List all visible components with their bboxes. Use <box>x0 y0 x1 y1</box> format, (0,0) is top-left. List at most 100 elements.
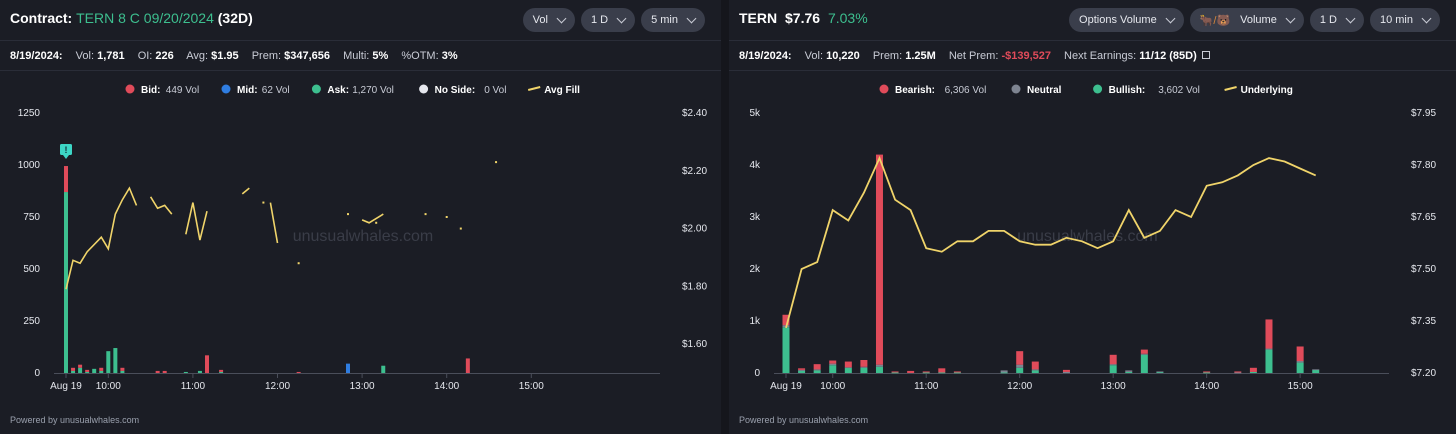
y-left-tick-label: 5k <box>749 108 761 119</box>
avg-fill-point <box>297 262 300 265</box>
legend-value-0: 6,306 Vol <box>945 85 987 96</box>
bar-bullish <box>1125 371 1133 373</box>
bar-ask <box>99 370 104 373</box>
contract-name: TERN 8 C 09/20/2024 <box>76 10 214 26</box>
avg-fill-line <box>185 202 208 241</box>
bar-neutral <box>1062 371 1070 373</box>
legend-swatch-0 <box>125 84 135 94</box>
bar-bullish <box>875 366 883 373</box>
bar-bearish <box>813 364 821 370</box>
x-tick-label: 15:00 <box>519 381 544 392</box>
x-tick-label: 14:00 <box>1194 381 1219 392</box>
bar-bearish <box>844 361 852 368</box>
options-volume-chart[interactable]: unusualwhales.com Bearish: 6,306 Vol Neutra… <box>729 71 1456 401</box>
x-tick-label: 10:00 <box>96 381 121 392</box>
bar-bullish <box>1312 369 1320 373</box>
bar-bearish <box>1296 346 1304 362</box>
bar-neutral <box>1031 369 1039 371</box>
avg-fill-line <box>149 196 173 215</box>
bar-bearish <box>875 154 883 365</box>
ticker-price: $7.76 <box>785 10 821 26</box>
bar-bullish <box>829 365 837 373</box>
contract-label: Contract: <box>10 10 73 26</box>
bar-bullish <box>1203 372 1211 374</box>
bar-bullish <box>1140 354 1148 373</box>
timeframe-dropdown[interactable]: 1 D <box>1309 8 1364 32</box>
avg-fill-point <box>459 227 462 230</box>
bar-bid <box>78 364 83 368</box>
avg-fill-line <box>65 186 138 290</box>
legend-line-4 <box>527 86 541 91</box>
ticker-title: TERN $7.76 7.03% <box>739 10 868 26</box>
ticker-header: TERN $7.76 7.03% Options Volume 🐂/🐻 Volum… <box>729 0 1456 40</box>
bar-bearish <box>1016 351 1024 365</box>
bar-bid <box>71 367 76 371</box>
ticker-panel: TERN $7.76 7.03% Options Volume 🐂/🐻 Volum… <box>729 0 1456 434</box>
legend-label-0: Bid: <box>141 85 160 96</box>
legend-label-3: Underlying <box>1241 85 1293 96</box>
avg-fill-point <box>495 161 498 164</box>
watermark: unusualwhales.com <box>293 228 434 245</box>
bar-ask <box>71 370 76 373</box>
y-left-tick-label: 1250 <box>18 108 41 119</box>
bar-ask <box>113 348 118 373</box>
y-right-tick-label: $7.95 <box>1411 108 1436 119</box>
bar-bullish <box>1000 372 1008 374</box>
bar-bullish <box>953 372 961 374</box>
next-earnings-link[interactable]: 11/12 (85D) <box>1139 50 1197 62</box>
bar-bullish <box>1265 349 1273 373</box>
volume-type-dropdown[interactable]: Vol <box>522 8 575 32</box>
y-left-tick-label: 1k <box>749 316 761 327</box>
x-tick-label: 12:00 <box>265 381 290 392</box>
legend-value-0: 449 Vol <box>166 85 199 96</box>
legend-swatch-1 <box>221 84 231 94</box>
ticker-change: 7.03% <box>827 10 868 26</box>
bar-ask <box>106 351 111 373</box>
y-left-tick-label: 750 <box>23 212 40 223</box>
bar-ask <box>120 370 125 373</box>
legend-swatch-2 <box>311 84 321 94</box>
bar-ask <box>197 370 202 373</box>
bar-bullish <box>782 327 790 373</box>
legend-label-4: Avg Fill <box>544 85 580 96</box>
legend-swatch-2 <box>1093 84 1103 94</box>
bar-bid <box>85 369 90 372</box>
y-right-tick-label: $7.50 <box>1411 264 1436 275</box>
y-left-tick-label: 1000 <box>18 160 41 171</box>
bar-bearish <box>1140 349 1148 354</box>
bar-mid <box>346 363 350 373</box>
avg-fill-line <box>269 202 279 244</box>
avg-fill-point <box>347 213 349 216</box>
bar-bearish <box>1265 319 1273 349</box>
bar-ask <box>85 371 90 373</box>
y-left-tick-label: 500 <box>23 264 40 275</box>
interval-dropdown[interactable]: 5 min <box>641 8 705 32</box>
chevron-down-icon <box>1421 13 1432 24</box>
y-left-tick-label: 250 <box>23 316 40 327</box>
x-tick-label: Aug 19 <box>770 381 802 392</box>
bar-neutral <box>798 369 806 371</box>
interval-dropdown[interactable]: 10 min <box>1369 8 1440 32</box>
bar-bullish <box>844 367 852 373</box>
watermark: unusualwhales.com <box>1017 228 1158 245</box>
avg-fill-point <box>262 201 265 204</box>
external-link-icon[interactable] <box>1201 51 1210 59</box>
y-right-tick-label: $2.00 <box>682 224 707 235</box>
chevron-down-icon <box>686 13 697 24</box>
bull-bear-icon: 🐂/🐻 <box>1199 14 1231 27</box>
legend-label-1: Mid: <box>237 85 258 96</box>
sentiment-volume-dropdown[interactable]: 🐂/🐻 Volume <box>1189 8 1304 32</box>
bar-bid <box>296 371 301 373</box>
options-volume-dropdown[interactable]: Options Volume <box>1069 8 1184 32</box>
bar-neutral <box>1016 364 1024 368</box>
bar-ask <box>64 192 68 373</box>
legend-line-3 <box>1224 86 1237 91</box>
contract-volume-chart[interactable]: unusualwhales.com Bid: 449 Vol Mid: 62 Vol As… <box>0 71 721 401</box>
bar-neutral <box>875 364 883 367</box>
timeframe-dropdown[interactable]: 1 D <box>580 8 636 32</box>
bar-bid <box>155 370 160 373</box>
bar-bearish <box>829 360 837 364</box>
alert-badge-pointer <box>63 155 69 159</box>
bar-neutral <box>1234 372 1242 374</box>
bar-bullish <box>860 367 868 373</box>
